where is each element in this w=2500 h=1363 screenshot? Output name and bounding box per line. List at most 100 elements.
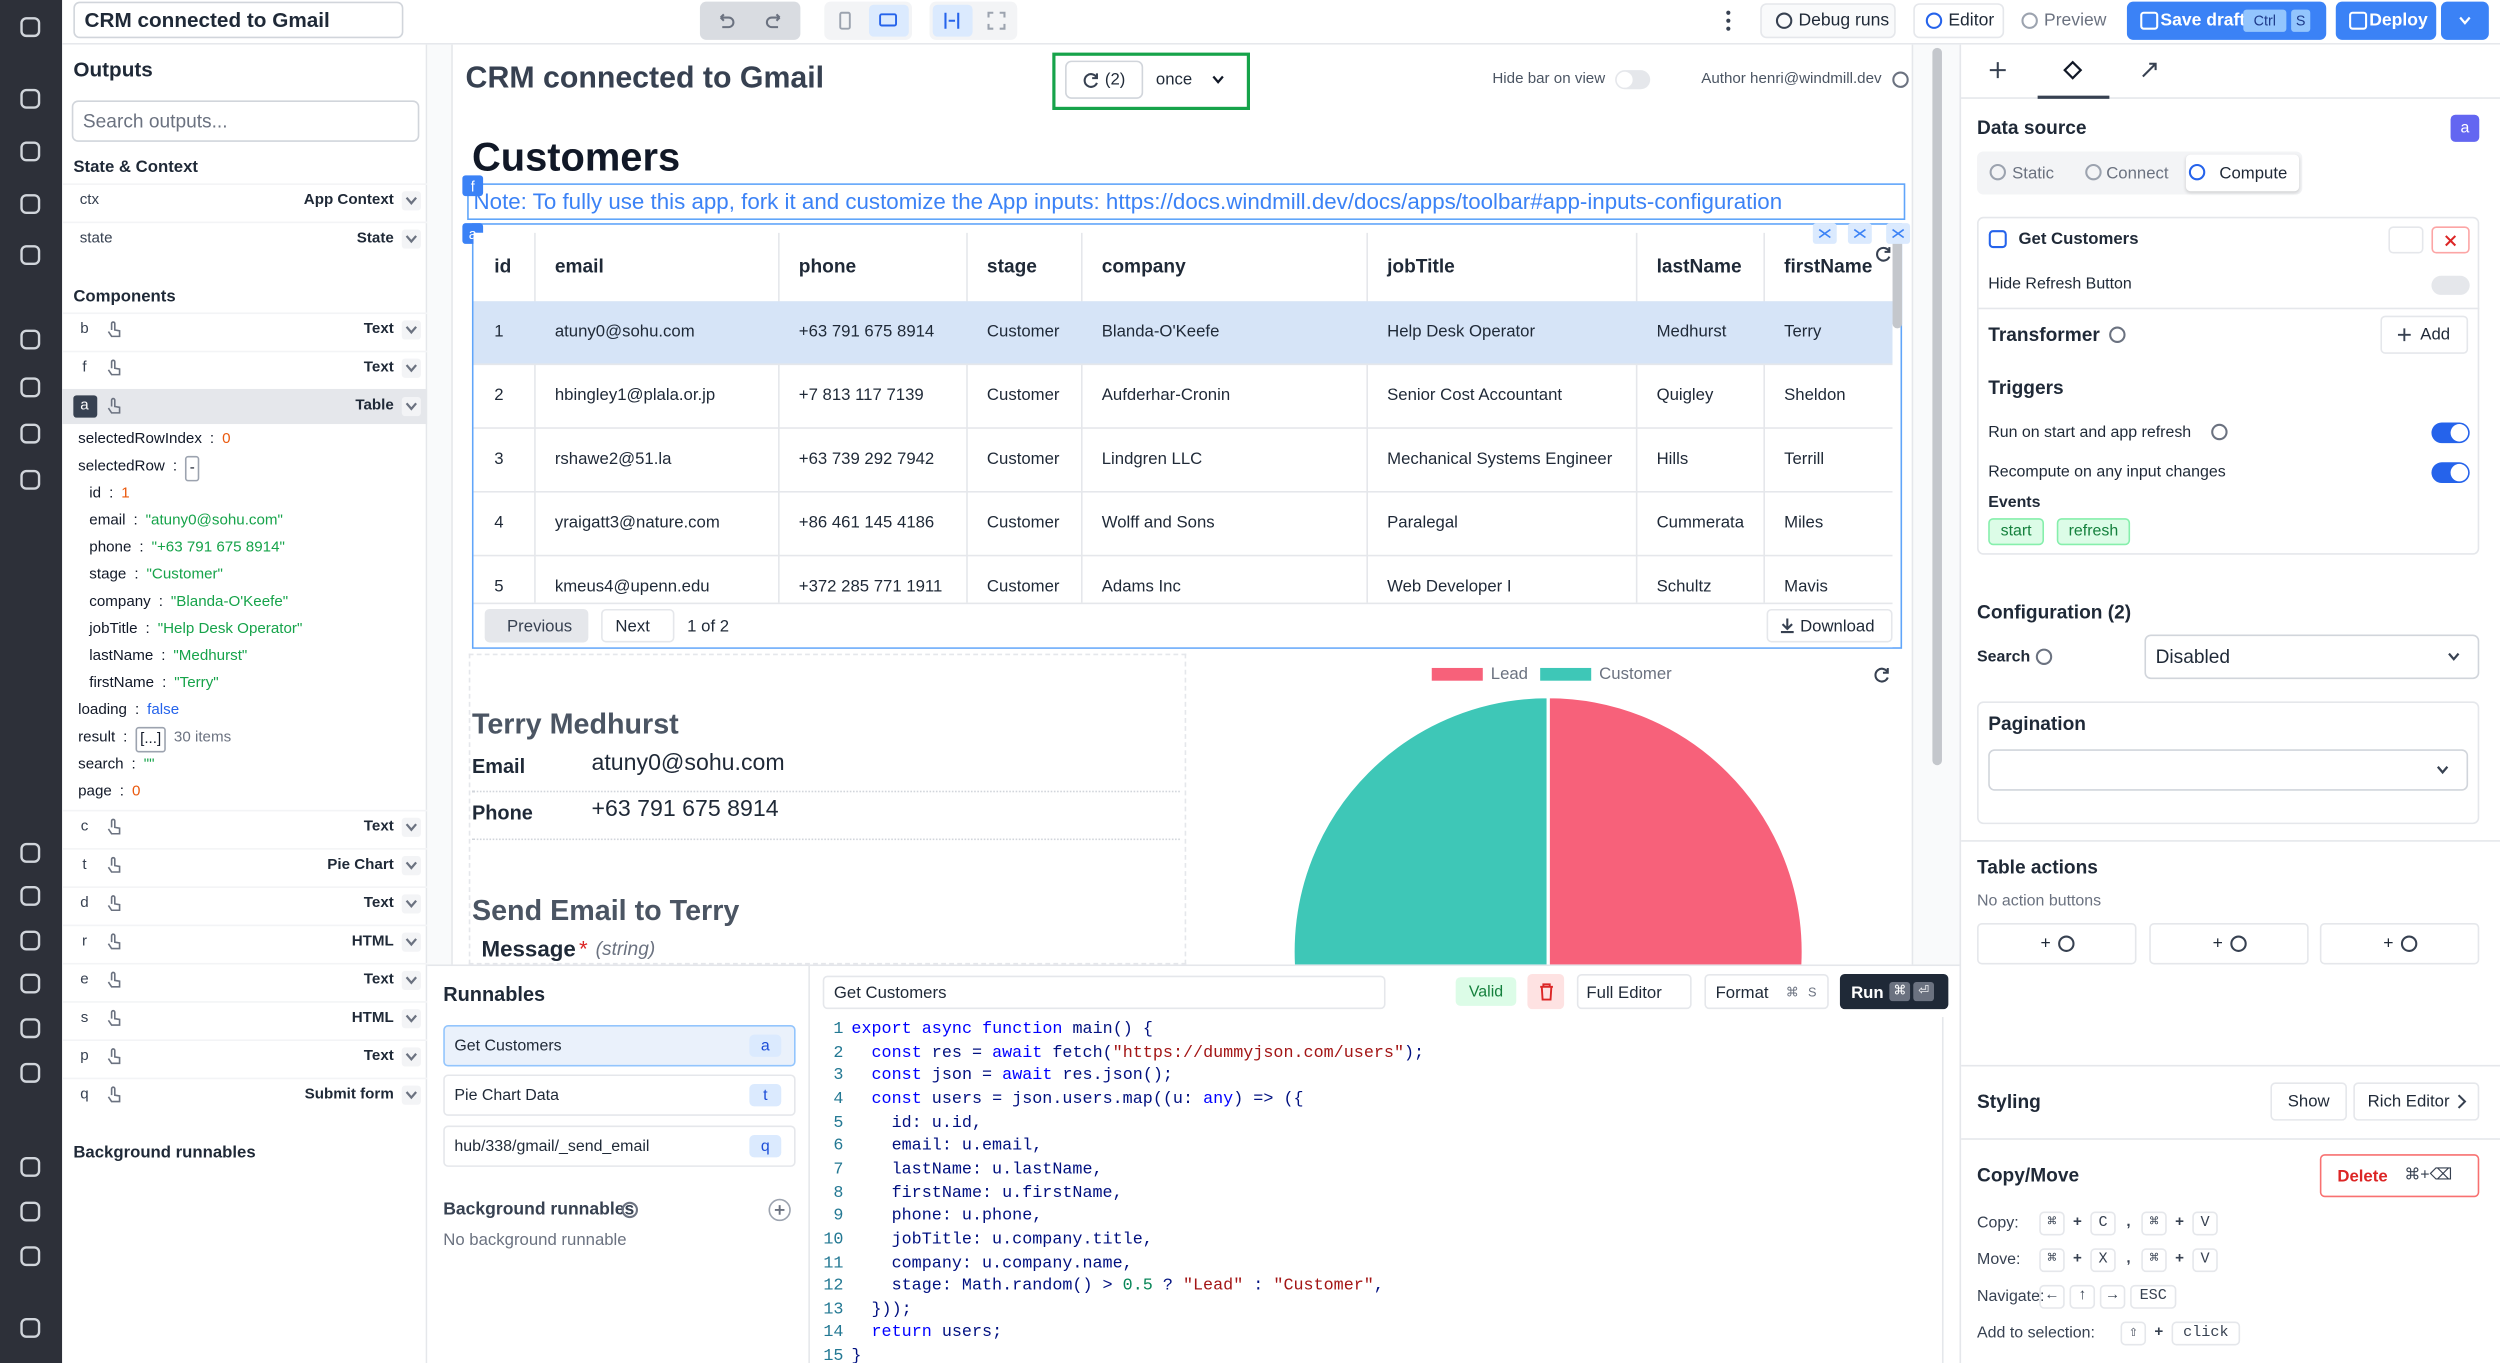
runnable-name: Get Customers — [454, 1036, 562, 1055]
format-button[interactable] — [1704, 974, 1829, 1010]
icon-shape — [2142, 62, 2157, 78]
undo-redo[interactable] — [699, 1, 801, 40]
toggle[interactable] — [2431, 275, 2470, 295]
expand-toggle[interactable] — [401, 358, 421, 378]
expand-toggle[interactable] — [401, 817, 421, 837]
expand-toggle[interactable] — [401, 320, 421, 340]
editor-button[interactable] — [1913, 3, 2005, 39]
previous-button[interactable] — [484, 608, 589, 643]
phone-value: +63 791 675 8914 — [591, 796, 779, 822]
table-row[interactable] — [473, 301, 1893, 366]
debug-runs-button[interactable] — [1760, 3, 1896, 39]
output-row[interactable] — [62, 962, 428, 998]
table-cell: Customer — [986, 322, 1060, 342]
expand-toggle[interactable] — [401, 1047, 421, 1067]
action-button[interactable] — [2319, 923, 2480, 965]
select[interactable] — [1988, 749, 2469, 791]
refresh-button[interactable] — [1065, 60, 1144, 99]
open-button[interactable] — [2388, 226, 2424, 254]
deploy-button[interactable] — [2335, 1, 2437, 40]
output-row[interactable] — [62, 1039, 428, 1074]
field-separator: : — [209, 430, 215, 448]
pie-slice[interactable] — [1546, 695, 1805, 965]
column-header[interactable]: jobTitle — [1387, 255, 1455, 278]
runnable-item[interactable] — [443, 1074, 796, 1116]
icon — [405, 402, 417, 411]
icon — [20, 842, 41, 863]
output-row[interactable] — [62, 1077, 428, 1113]
kbd — [1913, 981, 1934, 1002]
show-button[interactable] — [2270, 1082, 2347, 1121]
code-token: export — [851, 1020, 912, 1040]
run-bar[interactable] — [1052, 52, 1251, 110]
output-row[interactable] — [62, 183, 428, 218]
line-number: 15 — [823, 1347, 844, 1363]
remove-button[interactable] — [2431, 226, 2470, 254]
add-button[interactable] — [2380, 315, 2469, 354]
output-row[interactable] — [62, 809, 428, 845]
output-row[interactable] — [62, 221, 428, 257]
delete-button[interactable] — [2319, 1154, 2480, 1198]
output-row[interactable] — [62, 848, 428, 883]
search-placeholder: Search outputs... — [82, 109, 228, 133]
column-header[interactable]: id — [494, 255, 512, 278]
next-button[interactable] — [601, 608, 675, 643]
expand-toggle[interactable] — [401, 856, 421, 876]
search-outputs[interactable] — [71, 100, 420, 142]
download-button[interactable] — [1766, 608, 1893, 643]
kbd-label: + — [2073, 1213, 2082, 1231]
runnable-name-input[interactable] — [822, 975, 1386, 1010]
column-header[interactable]: email — [554, 255, 604, 278]
action-button[interactable] — [1977, 923, 2137, 965]
icon-shape — [107, 895, 121, 912]
output-row[interactable] — [62, 924, 428, 960]
pie-slice[interactable] — [1291, 695, 1550, 965]
editor-ruler — [1941, 1017, 1944, 1363]
kbd-label: + — [2175, 1213, 2184, 1231]
column-header[interactable]: company — [1101, 255, 1186, 278]
next: Next — [615, 616, 650, 636]
expand-toggle[interactable] — [401, 191, 421, 211]
field-label: Message — [481, 935, 576, 962]
state-heading: State & Context — [73, 157, 199, 177]
table-row[interactable] — [473, 365, 1893, 429]
column-header[interactable]: stage — [986, 255, 1037, 278]
rich-editor-button[interactable] — [2353, 1082, 2480, 1121]
expand-toggle[interactable] — [401, 229, 421, 249]
output-row[interactable] — [62, 1001, 428, 1036]
select[interactable] — [2144, 634, 2480, 680]
deploy-menu[interactable] — [2441, 1, 2489, 40]
mode-option[interactable]: Compute — [2219, 163, 2288, 183]
action-button[interactable] — [2149, 923, 2309, 965]
output-row[interactable] — [62, 312, 428, 347]
table-row[interactable] — [473, 429, 1893, 493]
runnable-item[interactable] — [443, 1025, 796, 1067]
table-row[interactable] — [473, 493, 1893, 557]
expand-toggle[interactable] — [401, 1085, 421, 1105]
icon-shape — [20, 194, 41, 215]
expand-toggle[interactable] — [401, 894, 421, 914]
column-header[interactable]: phone — [798, 255, 857, 278]
icon — [1892, 71, 1909, 88]
column-header[interactable]: firstName — [1784, 255, 1873, 278]
runnable-item[interactable] — [443, 1125, 796, 1167]
output-row[interactable] — [62, 350, 428, 386]
output-row[interactable] — [62, 388, 428, 425]
icon — [2063, 60, 2083, 80]
mode-option[interactable]: Static — [2012, 163, 2054, 183]
preview-label[interactable]: Preview — [2044, 11, 2107, 31]
app-name-input[interactable] — [73, 1, 404, 39]
column-header[interactable]: lastName — [1656, 255, 1742, 278]
settings-panel — [1959, 44, 2500, 1363]
field-key: loading — [78, 701, 127, 719]
mode-option[interactable]: Connect — [2106, 163, 2169, 183]
field-value: false — [147, 701, 180, 719]
expand-toggle[interactable] — [401, 396, 421, 417]
output-row[interactable] — [62, 886, 428, 921]
full-editor-button[interactable] — [1576, 974, 1692, 1010]
expand-toggle[interactable] — [401, 1009, 421, 1029]
expand-toggle[interactable] — [401, 932, 421, 952]
expand-toggle[interactable] — [401, 970, 421, 990]
delete-button[interactable] — [1527, 974, 1565, 1010]
icon-shape — [107, 1009, 121, 1026]
